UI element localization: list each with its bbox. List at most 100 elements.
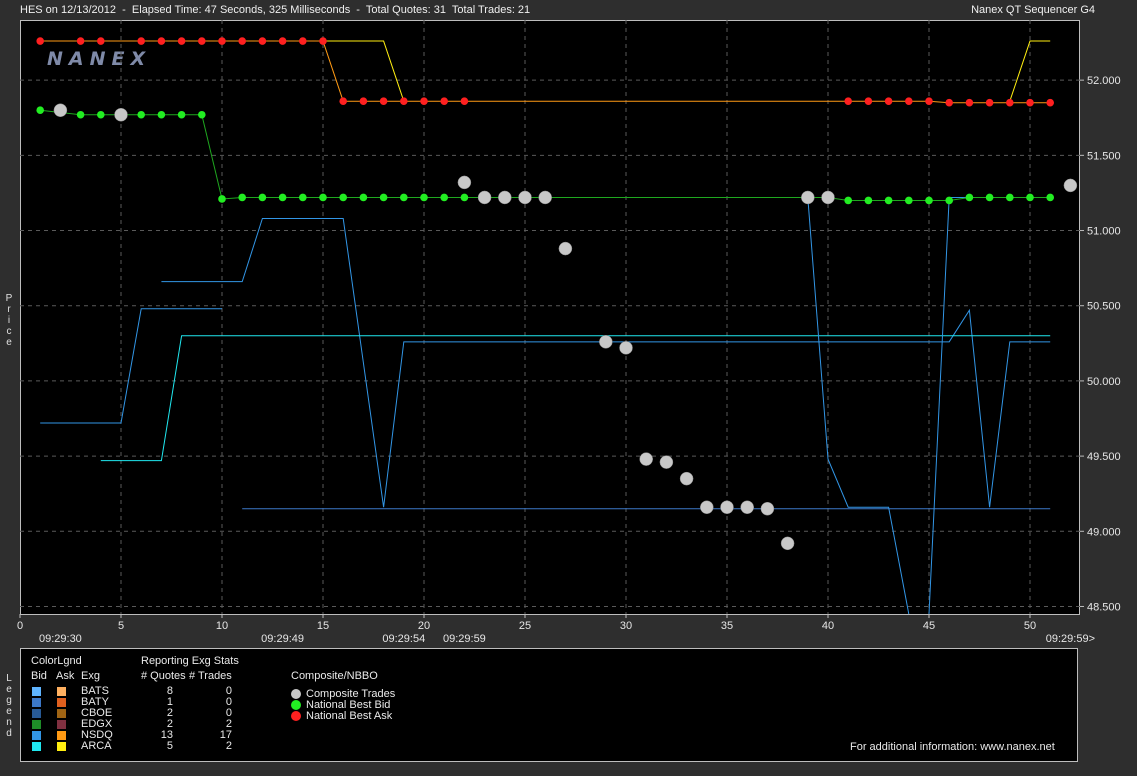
legend-trade-count: 17: [219, 729, 232, 741]
nbb-marker: [1006, 193, 1014, 202]
nbb-marker: [157, 110, 166, 119]
legend-composite-label: National Best Bid: [306, 699, 391, 711]
legend-quote-count: 5: [166, 740, 173, 752]
y-tick-label: 49.500: [1087, 451, 1121, 463]
nbb-marker: [258, 193, 267, 202]
legend-panel: ColorLgnd Bid Ask Exg Reporting Exg Stat…: [20, 648, 1078, 762]
nbb-marker: [97, 110, 105, 119]
composite-trade-marker: [659, 455, 674, 469]
composite-trade-marker: [679, 471, 694, 486]
legend-composite-marker: [291, 700, 301, 710]
composite-trade-marker: [821, 190, 835, 205]
nbb-marker: [218, 195, 226, 203]
composite-trade-marker: [477, 190, 492, 205]
exchange-quote-line: [161, 218, 1051, 508]
x-tick-label: 45: [923, 620, 935, 632]
legend-bid-swatch: [32, 709, 41, 718]
exchange-quote-line: [323, 40, 405, 102]
nbb-marker: [198, 110, 206, 119]
legend-quote-count: 2: [166, 718, 173, 730]
nbb-marker: [925, 196, 933, 205]
nbb-marker: [965, 193, 974, 202]
composite-trade-marker: [558, 241, 573, 256]
legend-stats-title: Reporting Exg Stats: [141, 655, 239, 667]
nbo-marker: [1046, 98, 1054, 107]
x-tick-label: 50: [1024, 620, 1036, 632]
legend-exchange-name: CBOE: [81, 707, 113, 719]
legend-col-bid: Bid: [31, 670, 47, 682]
nbb-marker: [36, 106, 44, 115]
nbo-marker: [319, 37, 327, 45]
nbo-marker: [218, 37, 226, 45]
nbb-marker: [420, 193, 428, 202]
exchange-quote-line: [807, 197, 910, 615]
legend-exchange-name: ARCA: [81, 740, 112, 752]
legend-composite-title: Composite/NBBO: [291, 670, 378, 682]
legend-quote-count: 1: [166, 696, 173, 708]
nbo-marker: [400, 97, 408, 106]
x-tick-label: 0: [17, 620, 23, 632]
composite-trade-marker: [457, 175, 472, 190]
composite-trade-marker: [518, 190, 532, 205]
legend-quote-count: 13: [160, 729, 173, 741]
composite-trade-marker: [700, 500, 714, 514]
y-tick-label: 50.000: [1087, 376, 1121, 388]
nbb-marker: [1026, 193, 1034, 202]
nbo-marker: [420, 97, 428, 106]
legend-footer: For additional information: www.nanex.ne…: [850, 741, 1055, 753]
nbb-marker: [905, 196, 913, 205]
legend-trade-count: 2: [225, 718, 232, 730]
y-tick-label: 51.500: [1087, 150, 1121, 162]
legend-ask-swatch: [57, 731, 66, 740]
legend-ask-swatch: [57, 720, 66, 729]
time-label: 09:29:54: [382, 633, 425, 645]
x-tick-label: 40: [822, 620, 834, 632]
nbo-marker: [258, 37, 267, 45]
chart-plot-area: NANEX: [20, 20, 1080, 615]
nbo-marker: [440, 97, 449, 106]
x-tick-label: 30: [620, 620, 632, 632]
legend-composite-label: Composite Trades: [306, 688, 396, 700]
y-tick-label: 52.000: [1087, 75, 1121, 87]
price-chart: 48.500 49.000 49.500 50.000 50.500 51.000 51.5…: [17, 20, 1121, 645]
x-tick-label: 25: [519, 620, 531, 632]
y-tick-label: 50.500: [1087, 301, 1121, 313]
legend-bid-swatch: [32, 720, 41, 729]
time-label: 09:29:49: [261, 633, 304, 645]
nbb-marker: [339, 193, 348, 202]
y-tick-label: 48.500: [1087, 601, 1121, 613]
nbb-marker: [460, 193, 469, 202]
nbo-marker: [198, 37, 206, 45]
legend-bid-swatch: [32, 742, 41, 751]
chart-header-product: Nanex QT Sequencer G4: [971, 4, 1095, 16]
nbo-marker: [137, 37, 145, 45]
nbo-marker: [177, 37, 186, 45]
nbo-marker: [238, 37, 246, 45]
nbb-marker: [864, 196, 873, 205]
legend-bid-swatch: [32, 698, 41, 707]
nbb-marker: [379, 193, 388, 202]
exchange-quote-line: [100, 335, 1051, 462]
nbo-marker: [945, 98, 953, 107]
nbb-marker: [400, 193, 408, 202]
nbb-marker: [1046, 193, 1054, 202]
legend-exchange-name: BATS: [81, 685, 109, 697]
nbb-marker: [137, 110, 145, 119]
exchange-quote-line: [928, 196, 970, 615]
time-label: 09:29:59: [443, 633, 486, 645]
composite-trade-marker: [498, 190, 512, 205]
nbb-marker: [299, 193, 307, 202]
composite-trade-marker: [639, 452, 653, 466]
composite-trade-marker: [760, 501, 775, 516]
legend-ask-swatch: [57, 687, 66, 696]
nbb-marker: [844, 196, 852, 205]
nbo-marker: [97, 37, 105, 45]
nbb-marker: [884, 196, 893, 205]
nbo-marker: [359, 97, 368, 106]
nbo-marker: [1026, 98, 1034, 107]
nbo-marker: [36, 37, 44, 45]
legend-ask-swatch: [57, 709, 66, 718]
legend-trade-count: 2: [225, 740, 232, 752]
